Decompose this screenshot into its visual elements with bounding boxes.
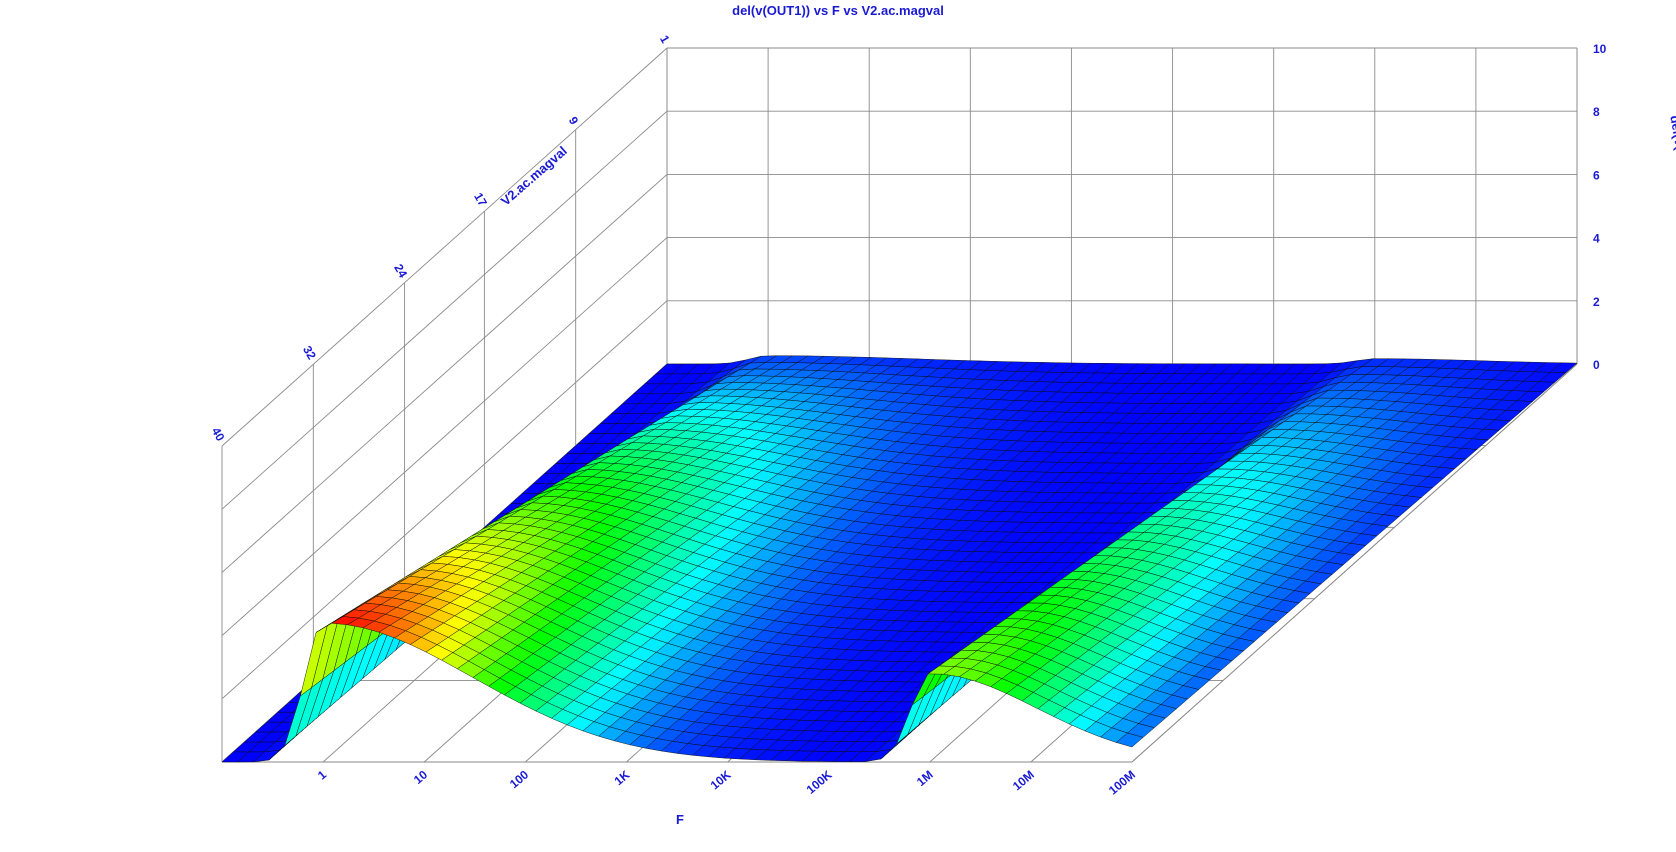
- x-tick-label: 1: [315, 767, 329, 782]
- y-tick-label: 24: [391, 262, 410, 281]
- left-wall-grid-line: [221, 237, 668, 636]
- x-tick-label: 100M: [1106, 768, 1138, 798]
- x-tick-label: 1M: [914, 768, 936, 789]
- left-wall-grid-line: [221, 47, 668, 447]
- x-tick-label: 100K: [804, 767, 835, 796]
- z-tick-label: 10: [1593, 42, 1607, 56]
- left-wall-grid-line: [221, 300, 668, 700]
- x-tick-label: 1K: [612, 767, 633, 788]
- x-tick-label: 10M: [1010, 768, 1037, 794]
- z-axis-label: del(v(OUT1)): [1667, 114, 1676, 193]
- x-tick-label: 10: [411, 767, 430, 787]
- y-axis-label: V2.ac.magval: [498, 143, 570, 208]
- x-tick-label: 10K: [708, 767, 734, 792]
- z-tick-label: 2: [1593, 295, 1600, 309]
- y-tick-label: 9: [566, 114, 582, 127]
- chart-title: del(v(OUT1)) vs F vs V2.ac.magval: [732, 3, 944, 18]
- z-tick-label: 8: [1593, 105, 1600, 119]
- left-wall-grid-line: [221, 174, 668, 573]
- x-tick-label: 100: [507, 767, 532, 791]
- y-tick-label: 32: [300, 343, 319, 362]
- floor-grid-line: [1131, 363, 1578, 763]
- y-tick-label: 40: [209, 425, 228, 444]
- surface-patch: [1115, 732, 1144, 748]
- z-tick-label: 0: [1593, 358, 1600, 372]
- y-tick-label: 17: [471, 190, 490, 209]
- z-tick-label: 6: [1593, 168, 1600, 182]
- x-axis-label: F: [676, 812, 684, 827]
- left-wall-grid-line: [221, 110, 668, 510]
- surface-mesh: [221, 355, 1578, 763]
- y-tick-label: 1: [657, 33, 673, 46]
- z-tick-label: 4: [1593, 232, 1600, 246]
